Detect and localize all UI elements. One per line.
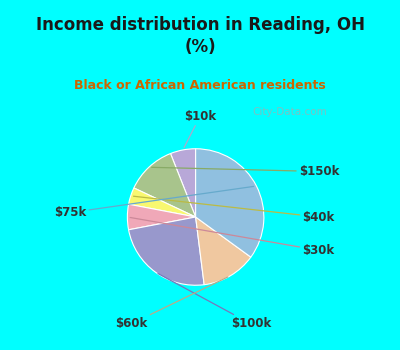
Text: $40k: $40k <box>134 196 335 224</box>
Text: $60k: $60k <box>115 277 228 330</box>
Text: $100k: $100k <box>158 274 271 330</box>
Text: Black or African American residents: Black or African American residents <box>74 79 326 92</box>
Wedge shape <box>196 217 251 285</box>
Wedge shape <box>128 188 196 217</box>
Text: $150k: $150k <box>152 165 339 178</box>
Wedge shape <box>170 149 196 217</box>
Text: $75k: $75k <box>54 187 254 219</box>
Text: Income distribution in Reading, OH
(%): Income distribution in Reading, OH (%) <box>36 16 364 56</box>
Wedge shape <box>127 204 196 230</box>
Wedge shape <box>196 149 264 257</box>
Text: $30k: $30k <box>130 217 334 257</box>
Text: City-Data.com: City-Data.com <box>253 107 328 117</box>
Wedge shape <box>128 217 204 285</box>
Wedge shape <box>134 154 196 217</box>
Text: $10k: $10k <box>184 110 216 147</box>
